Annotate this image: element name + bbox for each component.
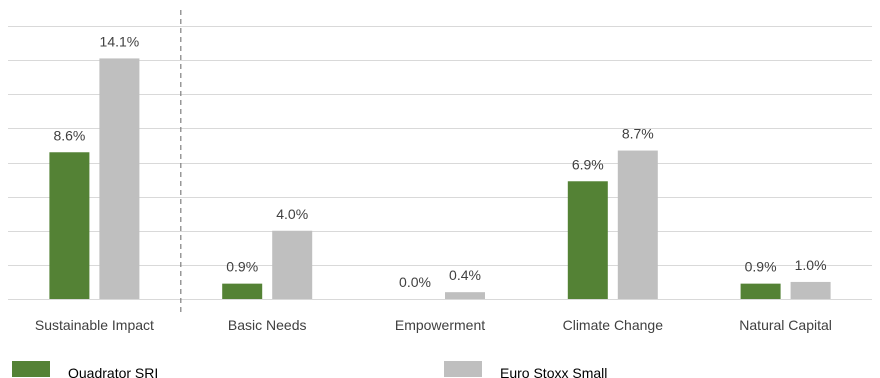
bar-quadrator-sri-climate-change [567, 181, 608, 299]
data-label-euro-stoxx-small-climate-change: 8.7% [622, 126, 654, 142]
data-label-quadrator-sri-empowerment: 0.0% [399, 274, 431, 290]
legend: Quadrator SRI Euro Stoxx Small [0, 356, 880, 378]
bar-euro-stoxx-small-climate-change [617, 150, 658, 299]
gridlines [8, 10, 872, 312]
tick-label-climate-change: Climate Change [563, 317, 664, 333]
category-tick-labels: Sustainable Impact Basic Needs Empowerment… [35, 317, 832, 333]
data-label-quadrator-sri-climate-change: 6.9% [572, 156, 604, 172]
tick-label-empowerment: Empowerment [395, 317, 485, 333]
legend-swatch-euro-stoxx-small [444, 361, 482, 377]
bar-quadrator-sri-sustainable-impact [49, 152, 90, 299]
bars [49, 58, 831, 300]
bar-quadrator-sri-natural-capital [740, 283, 781, 299]
legend-item-quadrator-sri: Quadrator SRI [12, 356, 158, 378]
bar-euro-stoxx-small-natural-capital [790, 281, 831, 299]
legend-label-quadrator-sri: Quadrator SRI [68, 365, 159, 378]
data-label-euro-stoxx-small-empowerment: 0.4% [449, 267, 481, 283]
data-label-euro-stoxx-small-natural-capital: 1.0% [795, 257, 827, 273]
bar-euro-stoxx-small-sustainable-impact [99, 58, 140, 300]
bar-euro-stoxx-small-basic-needs [272, 230, 313, 299]
bar-euro-stoxx-small-empowerment [445, 292, 485, 299]
data-label-quadrator-sri-natural-capital: 0.9% [745, 259, 777, 275]
bar-quadrator-sri-basic-needs [222, 283, 263, 299]
tick-label-natural-capital: Natural Capital [739, 317, 832, 333]
data-label-quadrator-sri-sustainable-impact: 8.6% [53, 127, 85, 143]
legend-label-euro-stoxx-small: Euro Stoxx Small [500, 365, 608, 378]
tick-label-basic-needs: Basic Needs [228, 317, 307, 333]
data-label-euro-stoxx-small-sustainable-impact: 14.1% [100, 33, 140, 49]
data-label-quadrator-sri-basic-needs: 0.9% [226, 259, 258, 275]
legend-item-euro-stoxx-small: Euro Stoxx Small [444, 356, 607, 378]
legend-swatch-quadrator-sri [12, 361, 50, 377]
data-label-euro-stoxx-small-basic-needs: 4.0% [276, 206, 308, 222]
data-labels: 8.6% 14.1% 0.9% 4.0% 0.0% 0.4% 6.9% 8.7% 0.9% 1.0… [53, 33, 826, 290]
tick-label-sustainable-impact: Sustainable Impact [35, 317, 154, 333]
